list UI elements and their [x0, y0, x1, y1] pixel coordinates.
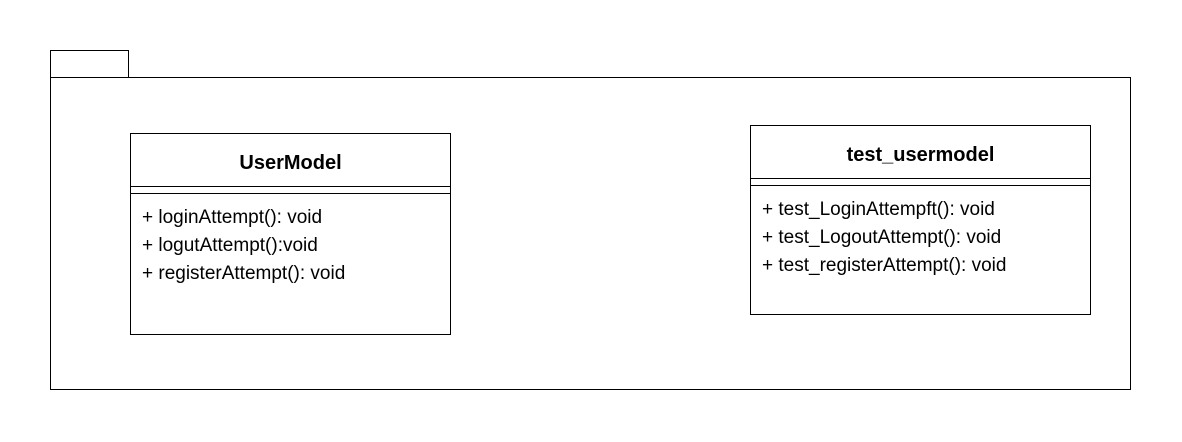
class-divider — [751, 185, 1090, 186]
class-divider — [131, 186, 450, 187]
method-item: + registerAttempt(): void — [142, 263, 346, 284]
class-divider — [131, 193, 450, 194]
method-item: + test_LoginAttempft(): void — [762, 199, 995, 220]
class-usermodel[interactable]: UserModel + loginAttempt(): void + logut… — [130, 133, 451, 335]
methods-section: + loginAttempt(): void + logutAttempt():… — [131, 194, 450, 288]
method-item: + test_registerAttempt(): void — [762, 255, 1007, 276]
method-item: + loginAttempt(): void — [142, 207, 323, 228]
methods-section: + test_LoginAttempft(): void + test_Logo… — [751, 186, 1090, 280]
method-item: + logutAttempt():void — [142, 235, 318, 256]
package-tab — [50, 50, 129, 78]
class-test-usermodel[interactable]: test_usermodel + test_LoginAttempft(): v… — [750, 125, 1091, 315]
class-name: UserModel — [239, 152, 342, 174]
class-name: test_usermodel — [846, 144, 995, 166]
method-item: + test_LogoutAttempt(): void — [762, 227, 1002, 248]
class-divider — [751, 178, 1090, 179]
